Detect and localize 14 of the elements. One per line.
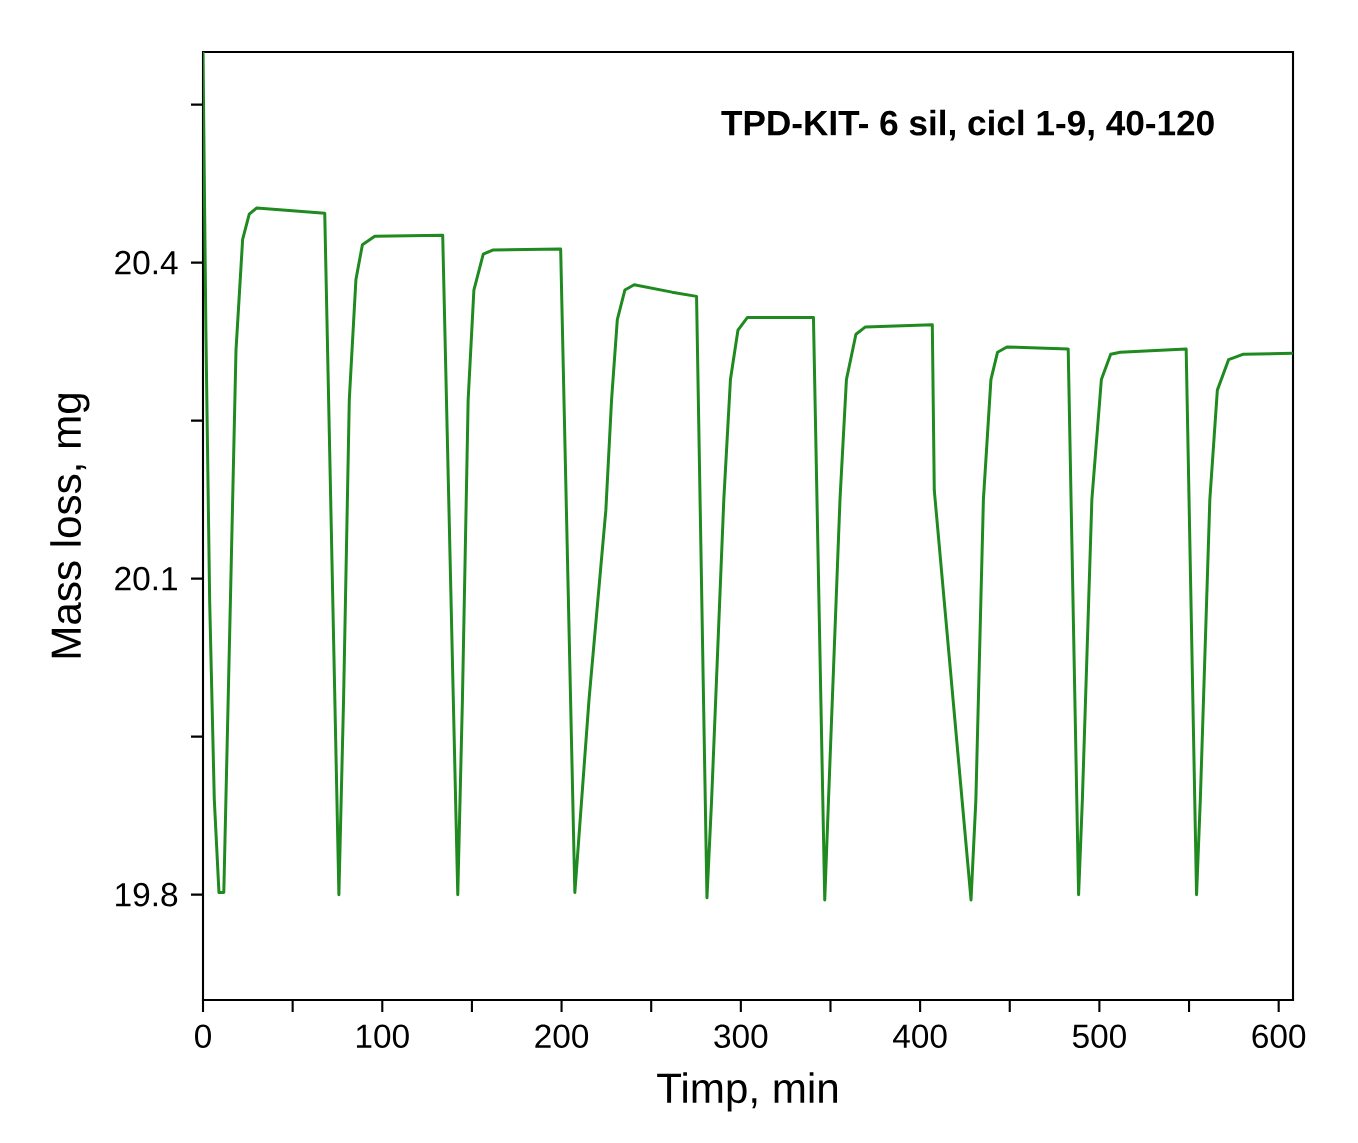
y-tick-label: 19.8	[116, 882, 178, 907]
x-tick-label: 0	[195, 1024, 211, 1049]
x-axis-title: Timp, min	[657, 1072, 838, 1112]
text: TPD-KIT- 6 sil, cicl 1-9, 40-120	[721, 109, 1214, 141]
y-axis-title: Mass loss, mg	[50, 394, 90, 658]
x-tick-label: 400	[893, 1024, 947, 1049]
x-tick-label: 300	[714, 1024, 768, 1049]
y-tick-label: 20.4	[115, 250, 178, 275]
x-tick-label: 500	[1072, 1024, 1126, 1049]
x-tick-label: 600	[1252, 1024, 1306, 1049]
line-series	[203, 51, 1294, 902]
x-tick-label: 200	[535, 1024, 589, 1049]
y-tick-label: 20.1	[115, 566, 177, 591]
x-tick-label: 100	[356, 1024, 409, 1049]
